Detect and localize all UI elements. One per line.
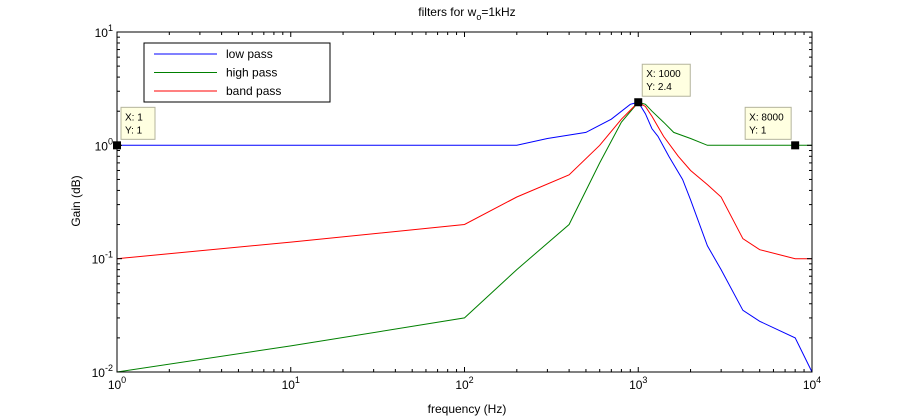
chart-title-subscript: o xyxy=(476,12,481,22)
datatip: X: 1000 Y: 2.4 xyxy=(634,63,691,107)
datatip-layer: X: 1 Y: 1 X: 1000 Y: 2.4 X: 8000 Y: 1 xyxy=(113,63,800,150)
datatip-x-text: X: 8000 xyxy=(749,112,784,123)
series-line-1 xyxy=(116,101,812,373)
x-tick-label: 103 xyxy=(629,375,647,392)
axes-layer: 100 101 102 103 104 10-2 10-1 100 101 xyxy=(92,23,822,392)
datatip-y-text: Y: 2.4 xyxy=(646,82,672,93)
datatip-box xyxy=(744,106,792,140)
legend: low pass high pass band pass xyxy=(143,42,331,103)
datatip-box xyxy=(641,63,691,97)
y-tick-label: 10-1 xyxy=(92,250,113,267)
datatip: X: 8000 Y: 1 xyxy=(744,106,800,150)
x-tick-label: 100 xyxy=(108,375,126,392)
datatip-marker xyxy=(791,141,800,150)
legend-item: high pass xyxy=(154,66,277,80)
series-layer xyxy=(116,101,813,373)
x-tick-label: 101 xyxy=(282,375,300,392)
legend-item: band pass xyxy=(154,84,281,98)
datatip: X: 1 Y: 1 xyxy=(113,106,156,150)
legend-label: low pass xyxy=(226,47,273,61)
chart-title: filters for wo=1kHz xyxy=(418,5,515,22)
datatip-x-text: X: 1 xyxy=(125,112,143,123)
legend-label: high pass xyxy=(226,66,277,80)
series-line-2 xyxy=(116,101,812,260)
legend-item: low pass xyxy=(154,47,273,61)
datatip-y-text: Y: 1 xyxy=(125,125,143,136)
legend-label: band pass xyxy=(226,84,281,98)
series-line-0 xyxy=(117,101,813,373)
y-tick-label: 100 xyxy=(95,136,113,153)
chart-title-suffix: =1kHz xyxy=(481,5,515,19)
x-tick-label: 104 xyxy=(803,375,821,392)
datatip-box xyxy=(120,106,156,140)
datatip-x-text: X: 1000 xyxy=(646,69,681,80)
datatip-marker xyxy=(113,141,121,150)
datatip-y-text: Y: 1 xyxy=(749,125,767,136)
y-tick-label: 101 xyxy=(95,23,113,40)
x-axis-label: frequency (Hz) xyxy=(428,402,507,416)
chart-title-prefix: filters for w xyxy=(418,5,476,19)
x-tick-label: 102 xyxy=(455,375,473,392)
y-tick-label: 10-2 xyxy=(92,363,113,380)
y-axis-label: Gain (dB) xyxy=(69,175,83,226)
datatip-marker xyxy=(634,98,643,107)
